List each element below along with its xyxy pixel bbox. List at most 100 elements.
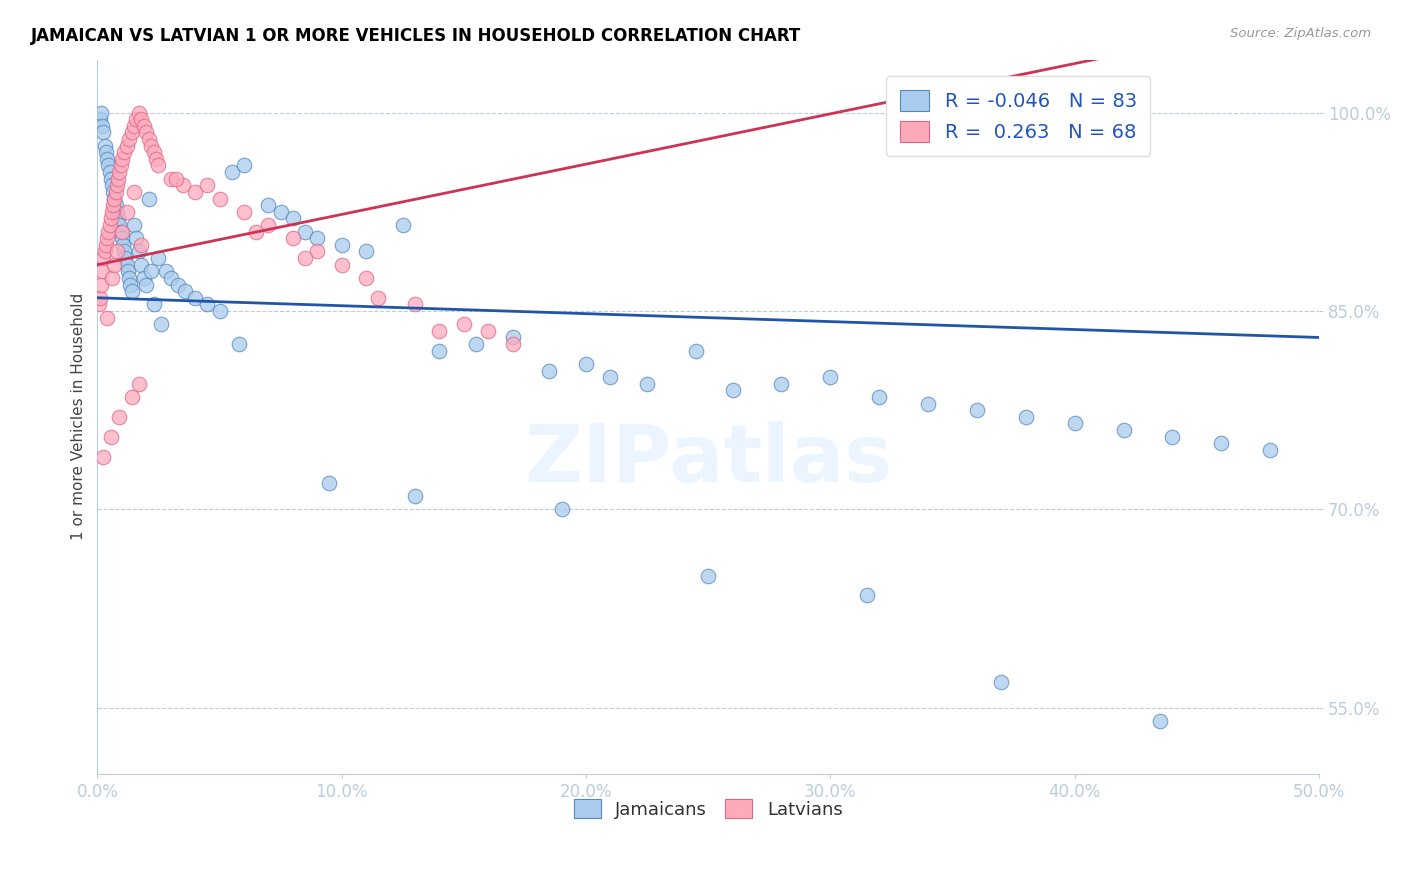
Point: [636, 376, 658, 391]
Point: [856, 589, 879, 603]
Point: [502, 337, 524, 351]
Point: [502, 330, 524, 344]
Point: [404, 489, 426, 503]
Point: [195, 178, 218, 193]
Point: [770, 376, 793, 391]
Point: [990, 674, 1012, 689]
Point: [122, 119, 145, 133]
Point: [429, 343, 451, 358]
Point: [1258, 442, 1281, 457]
Point: [118, 132, 141, 146]
Point: [159, 171, 181, 186]
Point: [117, 264, 139, 278]
Point: [121, 284, 143, 298]
Point: [104, 185, 127, 199]
Point: [111, 152, 134, 166]
Point: [96, 231, 118, 245]
Point: [97, 225, 120, 239]
Point: [354, 244, 377, 259]
Point: [105, 178, 128, 193]
Point: [107, 171, 129, 186]
Point: [105, 204, 128, 219]
Point: [233, 204, 256, 219]
Point: [96, 152, 118, 166]
Point: [111, 231, 134, 245]
Point: [281, 211, 304, 226]
Point: [115, 258, 138, 272]
Point: [94, 237, 117, 252]
Point: [132, 271, 155, 285]
Point: [131, 258, 153, 272]
Point: [100, 430, 122, 444]
Point: [93, 450, 115, 464]
Point: [114, 251, 136, 265]
Point: [111, 237, 134, 252]
Point: [128, 105, 150, 120]
Point: [184, 291, 207, 305]
Point: [966, 403, 988, 417]
Point: [685, 343, 707, 358]
Point: [145, 152, 167, 166]
Point: [208, 304, 231, 318]
Point: [107, 211, 129, 226]
Point: [100, 171, 122, 186]
Point: [307, 244, 329, 259]
Text: ZIPatlas: ZIPatlas: [524, 421, 893, 499]
Legend: Jamaicans, Latvians: Jamaicans, Latvians: [567, 791, 849, 826]
Point: [110, 158, 132, 172]
Point: [120, 277, 142, 292]
Point: [294, 251, 316, 265]
Point: [93, 138, 115, 153]
Point: [128, 244, 150, 259]
Point: [108, 165, 131, 179]
Point: [125, 112, 148, 127]
Point: [100, 211, 122, 226]
Point: [538, 363, 561, 377]
Point: [354, 271, 377, 285]
Point: [121, 390, 143, 404]
Point: [110, 225, 132, 239]
Point: [721, 384, 744, 398]
Point: [245, 225, 267, 239]
Point: [103, 198, 125, 212]
Point: [330, 237, 353, 252]
Point: [167, 277, 190, 292]
Point: [228, 337, 250, 351]
Point: [90, 277, 112, 292]
Point: [233, 158, 256, 172]
Point: [165, 171, 187, 186]
Point: [103, 192, 125, 206]
Point: [148, 158, 170, 172]
Point: [429, 324, 451, 338]
Point: [118, 271, 141, 285]
Point: [135, 125, 157, 139]
Point: [142, 297, 165, 311]
Point: [93, 244, 115, 259]
Point: [1149, 714, 1171, 729]
Point: [221, 165, 243, 179]
Point: [208, 192, 231, 206]
Point: [105, 244, 128, 259]
Point: [91, 264, 114, 278]
Point: [477, 324, 499, 338]
Point: [184, 185, 207, 199]
Point: [820, 370, 842, 384]
Point: [111, 225, 134, 239]
Point: [115, 204, 138, 219]
Point: [138, 192, 160, 206]
Point: [139, 264, 162, 278]
Point: [138, 132, 160, 146]
Point: [697, 568, 720, 582]
Point: [139, 138, 162, 153]
Point: [1063, 417, 1085, 431]
Point: [917, 397, 939, 411]
Point: [89, 291, 111, 305]
Point: [131, 237, 153, 252]
Point: [367, 291, 389, 305]
Point: [453, 317, 475, 331]
Point: [103, 258, 125, 272]
Point: [149, 317, 172, 331]
Point: [97, 158, 120, 172]
Point: [257, 198, 280, 212]
Point: [104, 198, 127, 212]
